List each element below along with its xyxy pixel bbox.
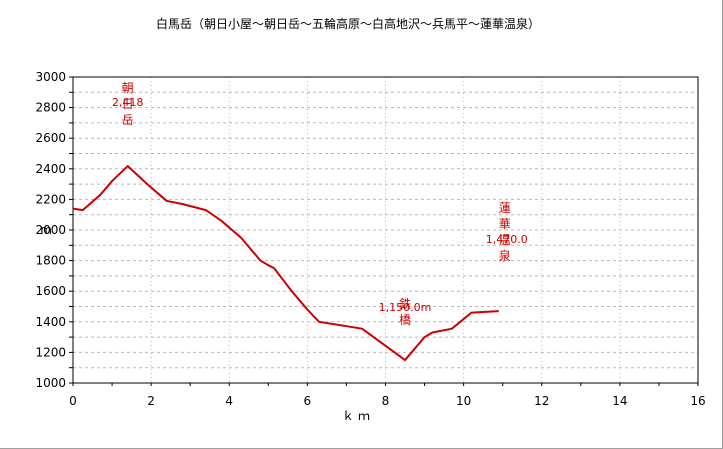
annotation-char: 朝 [122,81,134,95]
y-tick-label: 3000 [35,70,66,84]
y-tick-label: 1000 [35,376,66,390]
annotation-char: 華 [499,217,511,231]
x-tick-label: 10 [456,394,471,408]
y-tick-label: 2600 [35,131,66,145]
annotation-vertical: 蓮華温泉 [499,201,511,263]
y-tick-label: 2000 [35,223,66,237]
x-tick-label: 8 [382,394,390,408]
y-tick-label: 2800 [35,101,66,115]
annotation-label: 2,418 [112,96,144,109]
series [72,165,499,362]
tick-labels: 1000 1200 1400 1600 1800 2000 2200 2400 2600 2800… [35,70,705,408]
annotation-label: 1,150.0m [379,301,432,314]
x-axis-label: ｋｍ [342,409,374,423]
annotation-char: 温 [499,233,511,247]
y-tick-label: 1400 [35,315,66,329]
annotation-char: 橋 [399,313,411,327]
y-tick-label: 2200 [35,192,66,206]
annotation-vertical: 鉄橋 [399,296,411,327]
x-tick-label: 0 [69,394,77,408]
x-tick-label: 2 [147,394,155,408]
annotation-char: 蓮 [499,201,511,215]
y-tick-label: 1600 [35,284,66,298]
y-tick-label: 2400 [35,162,66,176]
x-tick-label: 16 [690,394,705,408]
annotation-char: 岳 [122,113,134,127]
chart-title: 白馬岳（朝日小屋～朝日岳～五輪高原～白高地沢～兵馬平～蓮華温泉） [156,16,540,31]
annotation-char: 鉄 [399,296,411,311]
y-tick-label: 1200 [35,345,66,359]
axes [69,76,699,386]
x-tick-label: 12 [534,394,549,408]
x-tick-label: 4 [225,394,233,408]
series-line [72,165,499,362]
annotation-char: 日 [122,97,134,111]
x-tick-label: 14 [612,394,627,408]
annotation-label: 1,470.0 [486,233,528,246]
annotation-char: 泉 [499,249,511,263]
y-axis-label: m [40,223,52,237]
grid [73,77,698,383]
x-tick-label: 6 [304,394,312,408]
annotation-vertical: 朝日岳 [122,81,134,127]
y-tick-label: 1800 [35,254,66,268]
